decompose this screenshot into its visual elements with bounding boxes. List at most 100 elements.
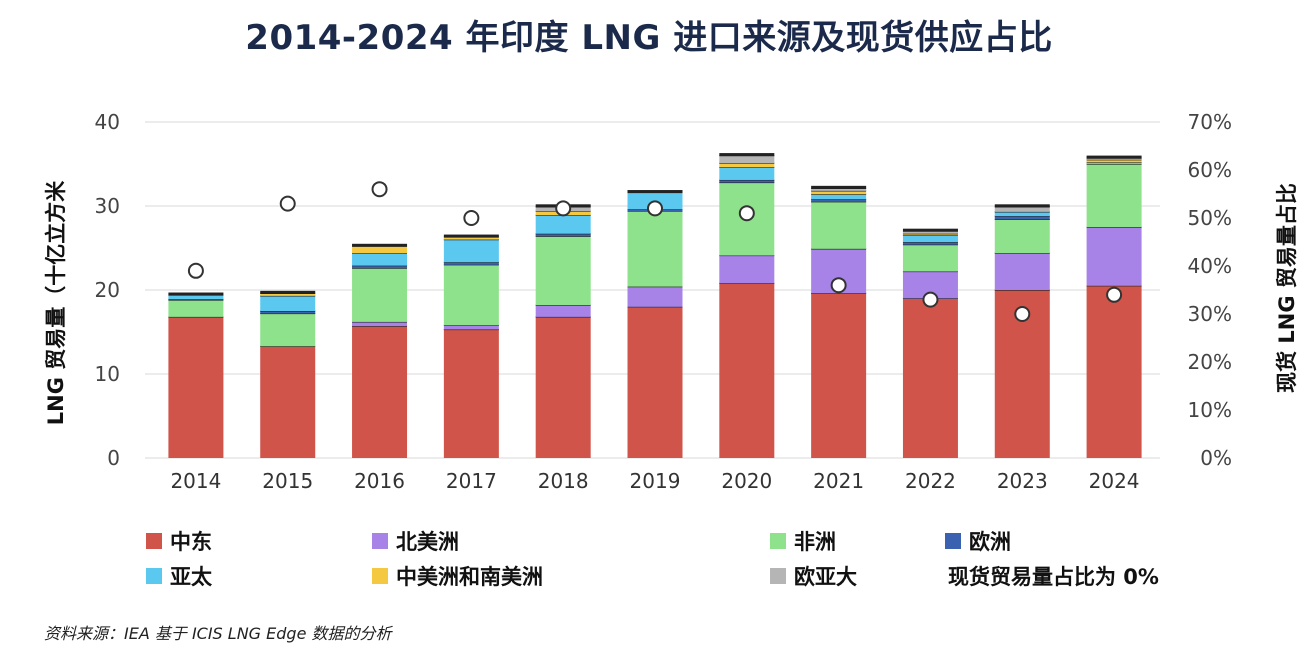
spot-share-point [371, 181, 388, 198]
legend-label: 欧亚大 [794, 565, 857, 589]
spot-share-point [647, 200, 663, 217]
bar-segment [1086, 227, 1142, 286]
bar-segment [1086, 159, 1142, 163]
bar-segment [811, 190, 867, 195]
bar-segment [260, 295, 316, 311]
bar-segment [443, 325, 499, 330]
legend-swatch [372, 533, 388, 549]
y2-tick-label: 0% [1200, 446, 1232, 470]
legend-swatch [146, 568, 162, 584]
bar-segment [627, 286, 683, 307]
bar-cap [902, 228, 958, 232]
bar-segment [627, 306, 683, 458]
y-axis-label-right: 现货 LNG 贸易量占比 [1275, 183, 1298, 393]
y-axis-label-left: LNG 贸易量（十亿立方米 [44, 180, 68, 426]
x-tick-label: 2017 [446, 469, 497, 493]
x-tick-label: 2020 [721, 469, 772, 493]
bar-cap [168, 292, 224, 296]
legend-label: 欧洲 [969, 530, 1011, 554]
bar-segment [719, 283, 775, 458]
bar-segment [719, 179, 775, 183]
spot-share-point [279, 195, 296, 212]
legend-label: 中东 [170, 530, 212, 554]
bar-segment [994, 206, 1050, 212]
y2-tick-label: 30% [1188, 302, 1232, 326]
bar-segment [811, 293, 867, 458]
spot-share-point [1014, 306, 1031, 322]
legend-item: 中东 [146, 526, 212, 556]
bar-segment [811, 201, 867, 249]
chart-title: 2014-2024 年印度 LNG 进口来源及现货供应占比 [245, 18, 1053, 58]
bar-segment [168, 300, 224, 317]
bar-segment [168, 316, 224, 458]
bar-segment [352, 246, 408, 254]
legend-item: 中美洲和南美洲 [372, 561, 543, 591]
x-tick-label: 2015 [262, 469, 313, 493]
bar-segment [1086, 164, 1142, 227]
spot-share-point [922, 291, 939, 308]
bar-segment [719, 163, 775, 168]
y2-tick-label: 50% [1188, 206, 1232, 230]
y2-tick-label: 10% [1188, 398, 1232, 422]
bar-segment [994, 216, 1050, 220]
x-tick-label: 2024 [1089, 469, 1140, 493]
bar-segment [352, 268, 408, 322]
legend-item: 亚太 [146, 561, 212, 591]
bar-segment [1086, 285, 1142, 458]
bar-segment [260, 313, 316, 347]
bar-segment [260, 293, 316, 296]
bar-cap [719, 153, 775, 156]
x-tick-label: 2018 [538, 469, 589, 493]
bar-segment [994, 253, 1050, 290]
bar-cap [443, 234, 499, 238]
bar-segment [719, 255, 775, 284]
spot-share-point [738, 205, 755, 222]
legend-label: 非洲 [794, 530, 836, 554]
legend-item: 欧洲 [945, 526, 1011, 556]
spot-share-point [830, 277, 847, 294]
spot-share-point [555, 200, 572, 217]
y2-tick-label: 60% [1188, 158, 1232, 182]
bar-cap [627, 190, 683, 193]
bar-segment [1086, 162, 1142, 164]
bar-segment [902, 242, 958, 245]
bar-segment [443, 329, 499, 458]
bar-segment [535, 233, 591, 237]
y-tick-label: 10 [95, 362, 120, 386]
y-tick-label: 0 [107, 446, 120, 470]
legend-label: 中美洲和南美洲 [396, 565, 543, 589]
x-tick-label: 2016 [354, 469, 405, 493]
bar-segment [443, 262, 499, 265]
bar-segment [443, 264, 499, 326]
bar-cap [1086, 155, 1142, 159]
bar-segment [902, 235, 958, 243]
source-note: 资料来源：IEA 基于 ICIS LNG Edge 数据的分析 [44, 624, 392, 643]
bar-segment [811, 199, 867, 202]
y-tick-label: 30 [95, 194, 120, 218]
y2-tick-label: 40% [1188, 254, 1232, 278]
bar-segment [535, 305, 591, 317]
bar-segment [811, 194, 867, 200]
bar-segment [352, 265, 408, 269]
bar-segment [902, 233, 958, 236]
legend-swatch [372, 568, 388, 584]
legend-label: 北美洲 [396, 530, 459, 554]
bar-segment [443, 237, 499, 240]
legend-label: 亚太 [170, 565, 212, 589]
bar-segment [535, 215, 591, 234]
bar-segment [719, 167, 775, 180]
legend-item: 北美洲 [372, 526, 459, 556]
x-tick-label: 2014 [170, 469, 221, 493]
spot-share-point [187, 262, 204, 279]
bar-segment [352, 321, 408, 327]
bar-segment [902, 231, 958, 234]
bar-segment [443, 239, 499, 263]
x-tick-label: 2021 [813, 469, 864, 493]
y2-tick-label: 70% [1188, 110, 1232, 134]
bar-segment [260, 311, 316, 314]
bar-cap [260, 290, 316, 294]
bar-segment [719, 155, 775, 164]
x-tick-label: 2022 [905, 469, 956, 493]
bar-cap [994, 204, 1050, 207]
